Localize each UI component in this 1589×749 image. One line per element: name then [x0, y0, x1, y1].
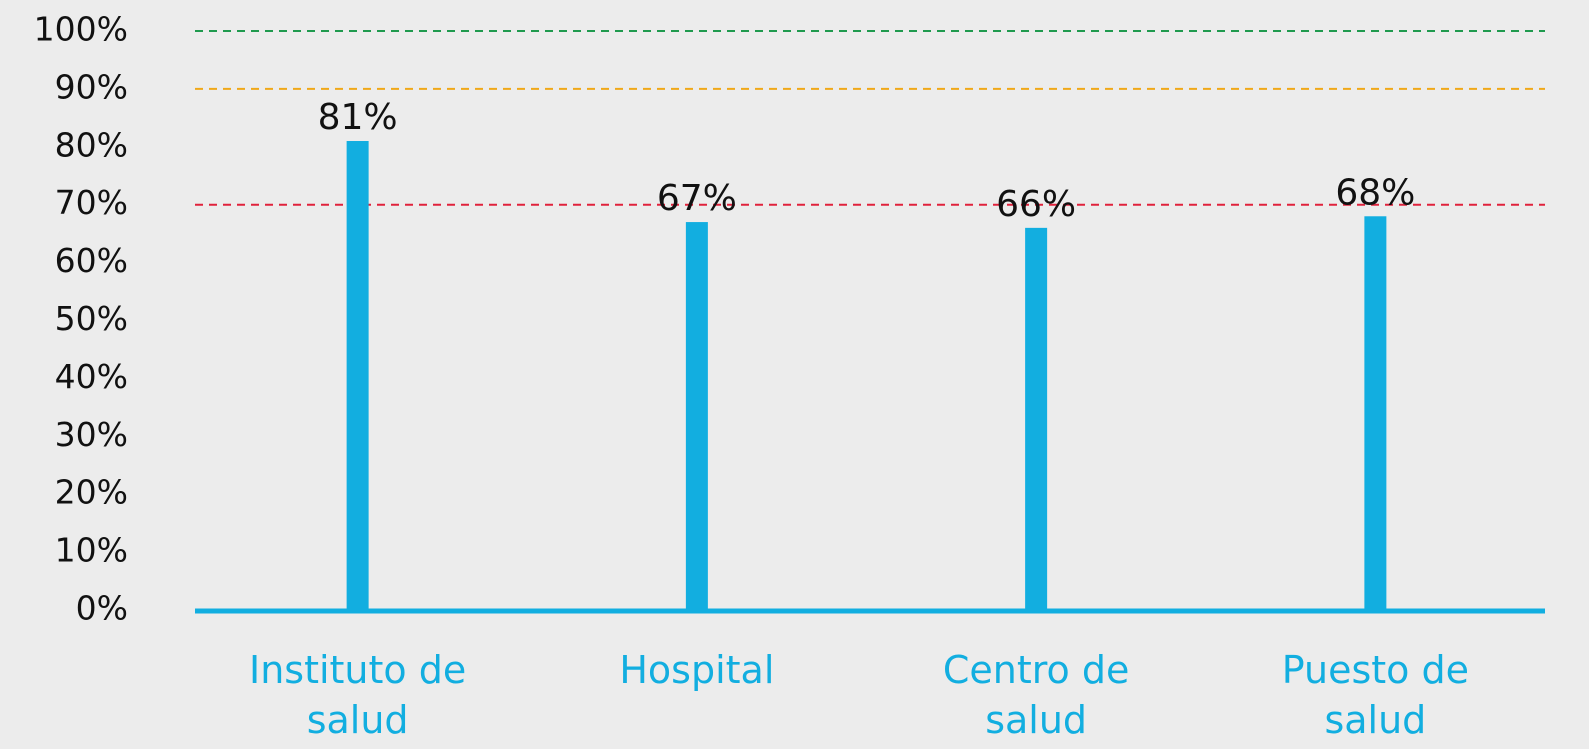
y-tick-label: 40% [55, 357, 128, 396]
bar [1364, 216, 1387, 610]
value-label: 67% [657, 178, 737, 219]
y-tick-label: 60% [55, 241, 128, 280]
value-label: 81% [318, 97, 398, 138]
value-label: 66% [996, 184, 1076, 225]
y-tick-label: 10% [55, 531, 128, 570]
y-tick-label: 70% [55, 183, 128, 222]
bar [346, 141, 369, 610]
y-tick-label: 90% [55, 67, 128, 106]
x-tick-label: Centro de salud [942, 648, 1130, 742]
y-tick-label: 50% [55, 299, 128, 338]
y-tick-label: 30% [55, 415, 128, 454]
y-tick-label: 100% [34, 10, 128, 49]
x-tick-label: Puesto de salud [1281, 648, 1469, 742]
x-tick-label: Instituto de salud [248, 648, 467, 742]
y-tick-label: 80% [55, 125, 128, 164]
bar [1025, 227, 1048, 611]
y-tick-label: 0% [76, 589, 128, 628]
value-label: 68% [1335, 172, 1415, 213]
y-tick-label: 20% [55, 473, 128, 512]
x-tick-label: Hospital [619, 648, 775, 692]
bar [685, 222, 708, 610]
